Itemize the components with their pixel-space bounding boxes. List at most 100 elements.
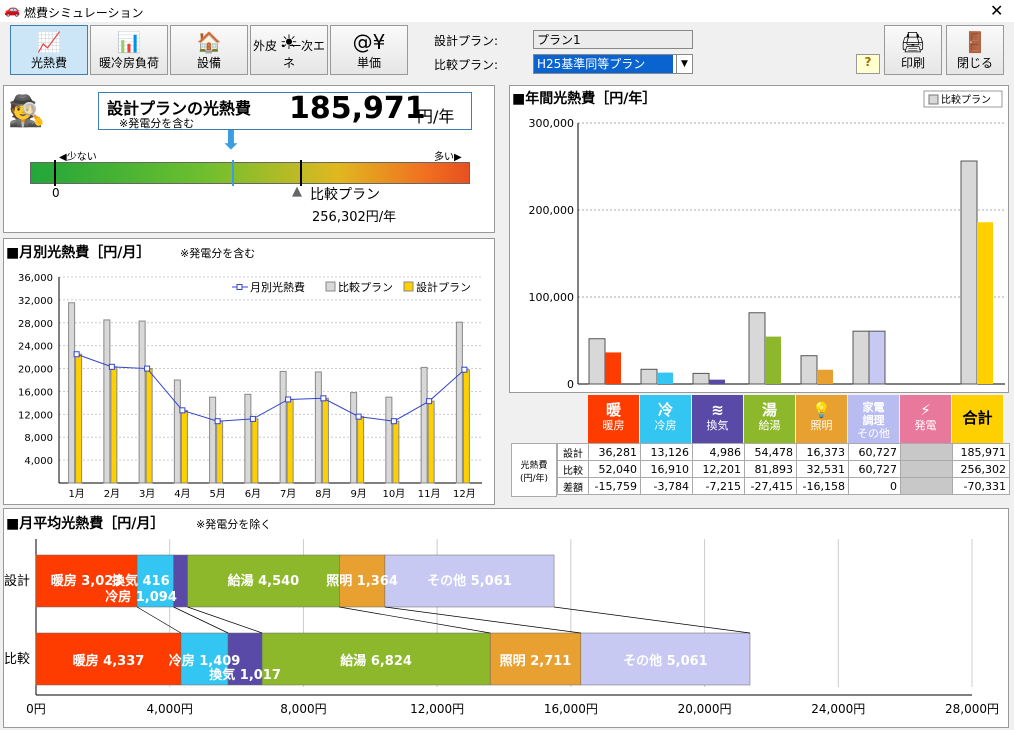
stack-segment xyxy=(261,632,491,686)
design-bar xyxy=(145,368,153,484)
chevron-down-icon[interactable]: ▼ xyxy=(676,55,692,73)
compare-bar xyxy=(960,160,978,385)
tab-equip[interactable]: 🏠 設備 xyxy=(170,25,248,75)
category-label: 発電 xyxy=(914,419,937,432)
line-point xyxy=(285,396,292,403)
compare-bar xyxy=(420,366,428,484)
connector-line xyxy=(339,606,491,634)
design-bar xyxy=(709,379,725,384)
design-bar xyxy=(605,352,621,384)
table-cell xyxy=(900,477,953,495)
compare-bar xyxy=(103,319,111,484)
segment-label: 冷房 1,409 xyxy=(169,653,241,669)
design-bar xyxy=(75,353,83,484)
lighting-icon: 💡 照明 xyxy=(796,395,847,443)
x-tick-label: 12,000円 xyxy=(410,702,464,716)
category-symbol: 💡 xyxy=(812,401,831,419)
compare-plan-select[interactable]: H25基準同等プラン ▼ xyxy=(533,54,693,74)
table-cell: 36,281 xyxy=(588,443,641,461)
connector-line xyxy=(384,606,581,634)
table-cell: -16,158 xyxy=(796,477,849,495)
cooling-icon: 冷冷房 xyxy=(640,395,691,443)
y-tick-label: 36,000 xyxy=(18,273,53,284)
category-symbol: ≋ xyxy=(711,401,724,419)
x-tick-label: 4月 xyxy=(174,488,190,500)
tab-price[interactable]: @¥ 単価 xyxy=(330,25,408,75)
tab-load[interactable]: 📊 暖冷房負荷 xyxy=(90,25,168,75)
help-button[interactable]: ? xyxy=(856,54,880,74)
printer-icon: 🖨 xyxy=(900,30,926,54)
cost-table: 設計 36,281 13,126 4,986 54,478 16,373 60,727 185… xyxy=(557,443,1010,495)
y-tick-label: 8,000 xyxy=(24,433,53,444)
compare-bar xyxy=(314,371,322,484)
table-row: 設計 36,281 13,126 4,986 54,478 16,373 60,727 185… xyxy=(557,443,1010,461)
print-label: 印刷 xyxy=(900,56,925,70)
avg-note: ※発電分を除く xyxy=(196,518,272,531)
connector-line xyxy=(187,606,263,634)
x-tick-label: 24,000円 xyxy=(811,702,865,716)
close-icon[interactable]: ✕ xyxy=(990,1,1004,20)
line-point xyxy=(426,398,433,405)
table-cell: 0 xyxy=(848,477,901,495)
table-cell: 13,126 xyxy=(640,443,693,461)
stack-segment xyxy=(339,554,386,608)
stack-segment xyxy=(227,632,263,686)
y-tick-label: 24,000 xyxy=(18,342,53,353)
design-plan-label: 設計プラン: xyxy=(434,34,499,48)
table-cell: 32,531 xyxy=(796,460,849,478)
tab-envelope[interactable]: ☀ 外皮・一次エネ xyxy=(250,25,328,75)
x-tick-label: 6月 xyxy=(245,488,261,500)
design-bar xyxy=(286,398,294,484)
y-tick-label: 16,000 xyxy=(18,387,53,398)
legend-compare: 比較プラン xyxy=(941,93,991,106)
legend-design: 設計プラン xyxy=(416,280,471,294)
y-tick-label: 100,000 xyxy=(529,291,575,304)
table-row: 差額 -15,759 -3,784 -7,215 -27,415 -16,158 0 -70,… xyxy=(557,477,1010,495)
segment-label: 暖房 4,337 xyxy=(73,653,145,669)
table-cell: -7,215 xyxy=(692,477,745,495)
stack-segment xyxy=(35,554,138,608)
y-tick-label: 0 xyxy=(567,378,574,391)
heating-icon: 暖暖房 xyxy=(588,395,639,443)
design-bar xyxy=(462,369,470,484)
line-point xyxy=(214,418,221,425)
x-tick-label: 20,000円 xyxy=(678,702,732,716)
design-tick xyxy=(232,160,234,186)
segment-label: その他 5,061 xyxy=(427,573,512,589)
row-label: 比較 xyxy=(4,652,30,667)
table-cell: 54,478 xyxy=(744,443,797,461)
design-bar xyxy=(977,222,993,384)
print-button[interactable]: 🖨 印刷 xyxy=(884,25,942,75)
segment-label: 給湯 4,540 xyxy=(228,573,300,589)
avg-panel: ■月平均光熱費［円/月］ ※発電分を除く 0円 4,000円 8,000円 12,00… xyxy=(3,508,1009,728)
table-cell xyxy=(900,460,953,478)
legend-point xyxy=(236,284,243,290)
category-symbol: 暖 xyxy=(605,401,621,419)
stack-segment xyxy=(187,554,340,608)
design-arrow-icon: ⬇ xyxy=(220,126,242,156)
house-icon: 🏠 xyxy=(196,30,222,54)
annual-title: ■年間光熱費［円/年］ xyxy=(512,91,657,107)
design-bar xyxy=(110,366,118,484)
gauge-zero-tick xyxy=(54,160,56,186)
connector-line xyxy=(173,606,229,634)
compare-bar xyxy=(279,370,287,484)
table-cell: 256,302 xyxy=(952,460,1010,478)
x-tick-label: 9月 xyxy=(350,488,366,500)
table-cell: -70,331 xyxy=(952,477,1010,495)
summary-panel: 🕵 設計プランの光熱費 ※発電分を含む 185,971 円/年 ◀少ない 多い▶… xyxy=(3,85,495,233)
compare-bar xyxy=(692,372,710,385)
exit-door-icon: 🚪 xyxy=(962,30,988,54)
summary-box: 設計プランの光熱費 ※発電分を含む 185,971 円/年 xyxy=(98,91,472,130)
tab-cost[interactable]: 📈 光熱費 xyxy=(10,25,88,75)
line-point xyxy=(108,363,115,370)
avg-chart: 0円 4,000円 8,000円 12,000円 16,000円 20,000円 24,00… xyxy=(4,539,999,716)
stack-segment xyxy=(35,632,182,686)
segment-label: 換気 416 xyxy=(112,573,170,589)
stack-segment xyxy=(489,632,582,686)
compare-bar xyxy=(138,320,146,484)
exit-button[interactable]: 🚪 閉じる xyxy=(946,25,1004,75)
x-tick-label: 2月 xyxy=(104,488,120,500)
category-symbol: 湯 xyxy=(761,401,777,419)
table-cell: 185,971 xyxy=(952,443,1010,461)
